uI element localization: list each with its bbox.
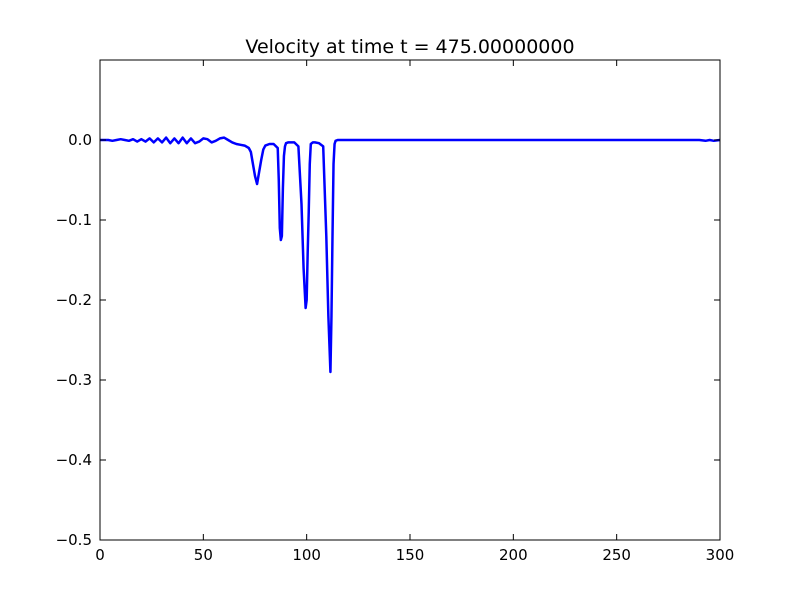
- y-tick-label: −0.2: [56, 291, 92, 309]
- y-tick-label: −0.5: [56, 531, 92, 549]
- x-tick-label: 0: [95, 546, 105, 564]
- x-tick-label: 50: [194, 546, 213, 564]
- chart-title: Velocity at time t = 475.00000000: [245, 36, 574, 58]
- x-tick-label: 250: [602, 546, 631, 564]
- x-tick-label: 300: [706, 546, 735, 564]
- series-layer: [100, 136, 721, 374]
- x-tick-label: 100: [292, 546, 321, 564]
- x-tick-label: 200: [499, 546, 528, 564]
- x-tick-label: 150: [396, 546, 425, 564]
- y-tick-label: −0.1: [56, 211, 92, 229]
- y-tick-label: 0.0: [68, 131, 92, 149]
- tick-layer: 0 50 100 150 200 250 300 0.0 −0.1 −0.2 −0.3 −0.4 −0.…: [56, 60, 735, 564]
- plot-frame: [99, 59, 721, 541]
- y-tick-label: −0.4: [56, 451, 92, 469]
- series-line-0: [100, 136, 721, 374]
- y-tick-label: −0.3: [56, 371, 92, 389]
